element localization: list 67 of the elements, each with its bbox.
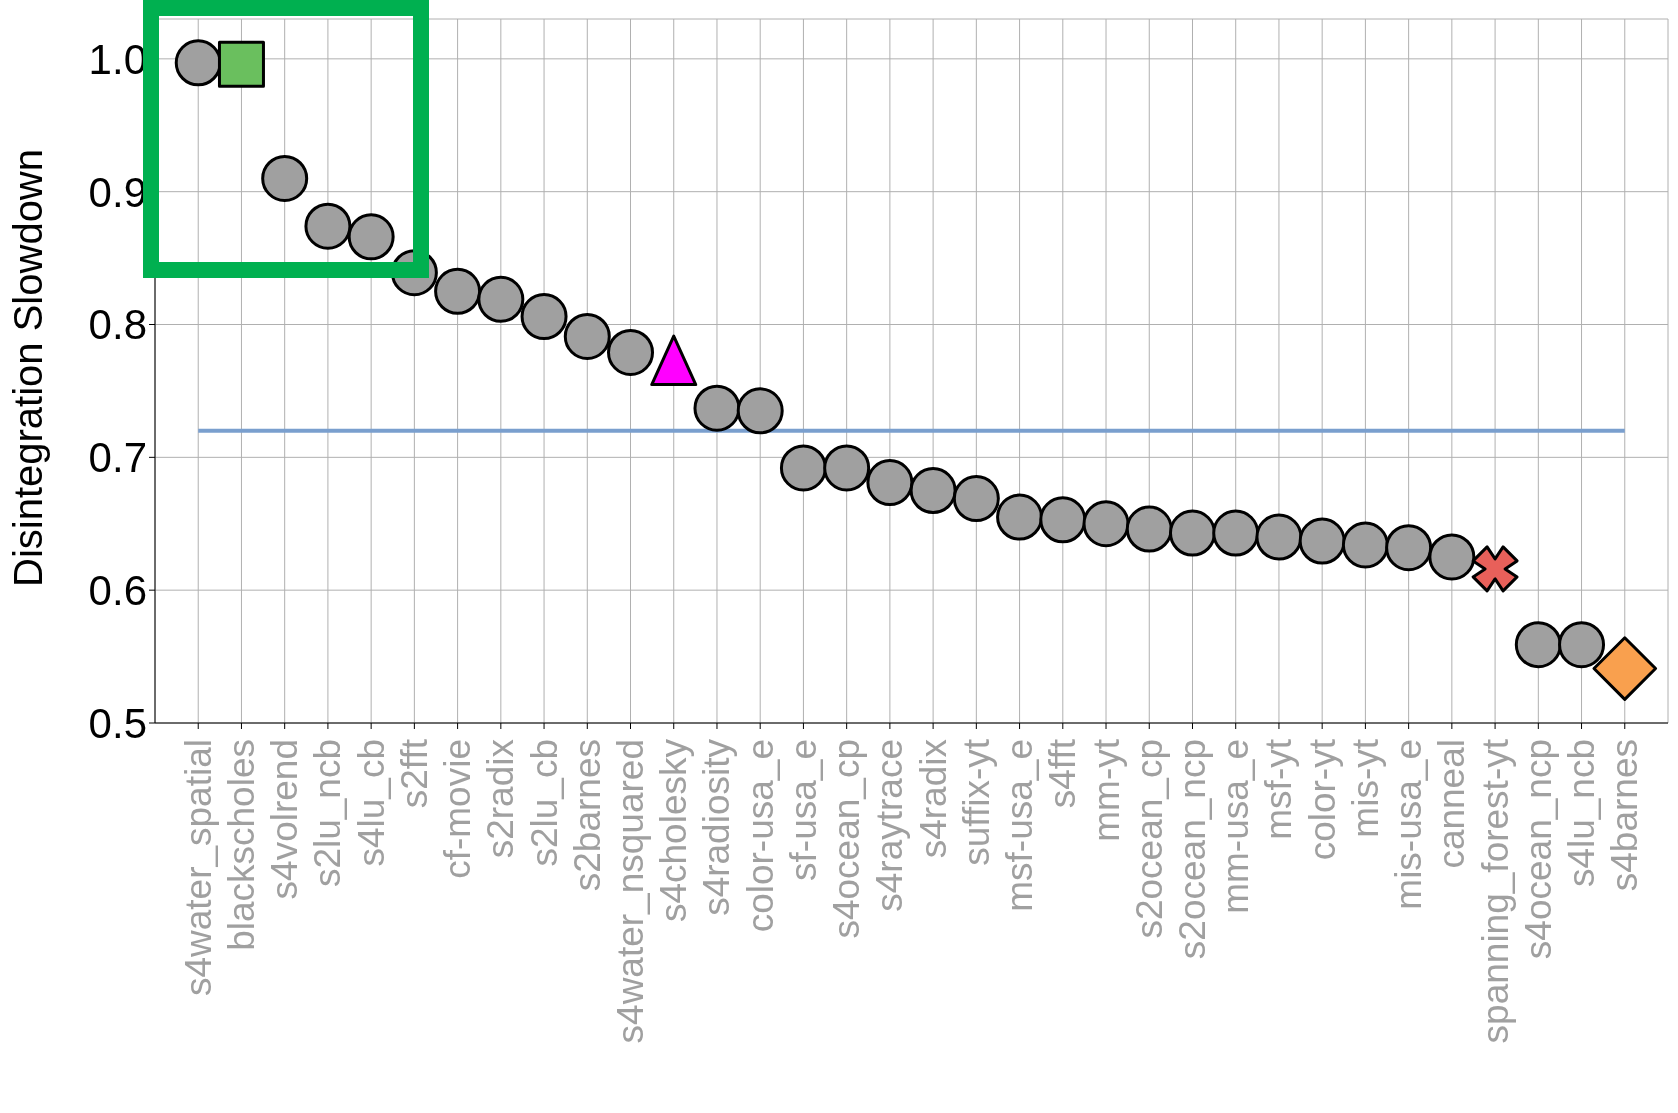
x-tick-label: s2ocean_cp: [1128, 739, 1170, 939]
x-tick-label: spanning_forest-yt: [1474, 738, 1516, 1044]
x-tick-label: s2lu_cb: [523, 739, 565, 867]
point: [261, 154, 309, 202]
x-tick-label: color-usa_e: [739, 739, 781, 933]
point: [866, 459, 914, 507]
point: [1341, 521, 1389, 569]
point: [477, 275, 525, 323]
point: [952, 475, 1000, 523]
x-tick-label: s2ocean_ncp: [1171, 739, 1213, 960]
x-tick-label: s2barnes: [566, 739, 608, 892]
point: [823, 444, 871, 492]
x-tick-label: s4ocean_ncp: [1517, 739, 1559, 960]
y-axis-title: Disintegration Slowdown: [6, 148, 50, 588]
x-tick-label: s4raytrace: [869, 739, 911, 912]
point: [304, 202, 352, 250]
x-tick-label: s2radix: [480, 738, 522, 859]
y-tick-label: 0.5: [88, 699, 147, 747]
point: [1428, 533, 1476, 581]
x-tick-label: s4radix: [912, 738, 954, 859]
x-tick-label: msf-yt: [1258, 738, 1300, 840]
point: [520, 293, 568, 341]
x-tick-label: sf-usa_e: [782, 739, 824, 881]
point: [1039, 496, 1087, 544]
x-tick-label: mm-yt: [1085, 738, 1127, 842]
point: [347, 213, 395, 261]
x-tick-label: s4radiosity: [696, 738, 738, 916]
x-tick-label: s4water_spatial: [177, 739, 219, 997]
point: [1298, 517, 1346, 565]
x-tick-label: s4water_nsquared: [610, 739, 652, 1044]
x-tick-label: canneal: [1431, 739, 1473, 869]
x-tick-label: s4ocean_cp: [826, 739, 868, 939]
y-tick-label: 0.6: [88, 567, 147, 615]
point: [434, 267, 482, 315]
x-tick-label: blackscholes: [220, 739, 262, 951]
x-tick-label: s2fft: [393, 738, 435, 809]
point: [779, 444, 827, 492]
point: [1385, 524, 1433, 572]
point: [1514, 621, 1562, 669]
point: [563, 312, 611, 360]
point: [1255, 513, 1303, 561]
x-tick-label: s4volrend: [264, 739, 306, 900]
x-tick-label: s4lu_cb: [350, 739, 392, 867]
x-tick-label: suffix-yt: [955, 738, 997, 866]
point: [736, 387, 784, 435]
point: [996, 493, 1044, 541]
x-tick-label: s4barnes: [1604, 739, 1646, 892]
x-tick-label: color-yt: [1301, 738, 1343, 861]
x-tick-label: s4lu_ncb: [1561, 739, 1603, 888]
point: [1168, 509, 1216, 557]
point: [1212, 509, 1260, 557]
x-tick-label: s2lu_ncb: [307, 739, 349, 888]
point: [607, 328, 655, 376]
x-tick-label: mis-yt: [1344, 738, 1386, 838]
point: [1125, 505, 1173, 553]
y-tick-label: 0.8: [88, 301, 147, 349]
x-tick-label: msf-usa_e: [999, 739, 1041, 912]
x-tick-label: mm-usa_e: [1215, 739, 1257, 914]
x-tick-label: mis-usa_e: [1388, 739, 1430, 910]
x-tick-label: cf-movie: [437, 739, 479, 879]
y-tick-label: 0.7: [88, 434, 147, 482]
point: [1082, 500, 1130, 548]
point: [693, 384, 741, 432]
x-tick-label: s4fft: [1042, 738, 1084, 809]
point: [1558, 621, 1606, 669]
point: [909, 467, 957, 515]
x-tick-label: s4cholesky: [653, 738, 695, 923]
